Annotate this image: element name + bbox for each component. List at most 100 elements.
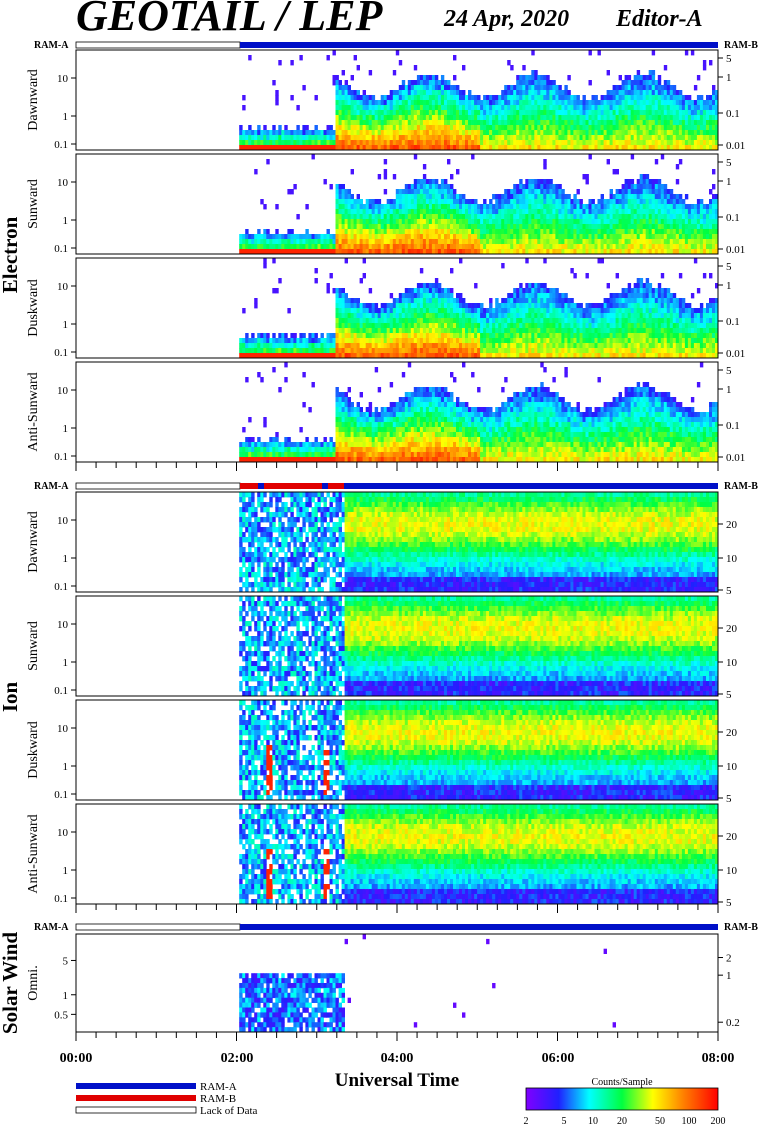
spectrogram-cell <box>492 125 496 131</box>
spectrogram-cell <box>480 135 484 141</box>
spectrogram-cell <box>299 338 303 344</box>
spectrogram-cell <box>528 338 532 344</box>
spectrogram-cell <box>374 135 379 141</box>
spectrogram-cell <box>552 184 556 190</box>
spectrogram-cell <box>410 318 415 324</box>
spectrogram-cell <box>519 283 523 289</box>
spectrogram-cell <box>335 318 339 324</box>
spectrogram-cell <box>341 90 345 96</box>
spectrogram-cell <box>368 244 373 250</box>
spectrogram-cell <box>305 244 309 250</box>
spectrogram-cell <box>410 125 415 131</box>
spectrogram-cell <box>338 189 342 195</box>
spectrogram-cell <box>531 184 535 190</box>
spectrogram-cell <box>519 115 523 121</box>
spectrogram-cell <box>645 125 650 131</box>
spectrogram-cell <box>666 214 671 220</box>
spectrogram-cell <box>531 90 535 96</box>
spectrogram-cell <box>431 209 436 215</box>
spectrogram-cell <box>356 209 360 215</box>
spectrogram-cell <box>678 199 683 205</box>
spectrogram-cell <box>308 239 312 245</box>
spectrogram-cell <box>564 338 568 344</box>
spectrogram-cell <box>389 214 394 220</box>
spectrogram-cell <box>492 229 496 235</box>
spectrogram-cell <box>422 313 427 319</box>
spectrogram-cell <box>519 338 523 344</box>
spectrogram-cell <box>537 130 541 136</box>
spectrogram-cell <box>648 179 653 185</box>
spectrogram-cell <box>447 90 451 96</box>
spectrogram-cell <box>540 85 544 91</box>
spectrogram-cell <box>663 85 668 91</box>
spectrogram-cell <box>444 244 448 250</box>
spectrogram-cell <box>603 303 607 309</box>
spectrogram-cell <box>510 338 514 344</box>
spectrogram-cell <box>489 298 493 304</box>
spectrogram-cell <box>507 323 511 329</box>
spectrogram-cell <box>639 179 644 185</box>
spectrogram-cell <box>666 219 671 225</box>
spectrogram-cell <box>471 348 475 354</box>
spectrogram-cell <box>549 115 553 121</box>
spectrogram-cell <box>380 234 385 240</box>
spectrogram-cell <box>567 140 571 146</box>
spectrogram-cell <box>618 105 622 111</box>
spectrogram-cell <box>639 219 644 225</box>
spectrogram-cell <box>456 85 460 91</box>
spectrogram-cell <box>636 100 641 106</box>
spectrogram-cell <box>290 60 294 66</box>
spectrogram-cell <box>555 209 559 215</box>
spectrogram-cell <box>531 145 535 151</box>
spectrogram-cell <box>287 135 291 141</box>
spectrogram-cell <box>630 249 635 255</box>
spectrogram-cell <box>585 234 589 240</box>
spectrogram-cell <box>709 234 713 240</box>
spectrogram-cell <box>709 244 713 250</box>
spectrogram-cell <box>528 204 532 210</box>
spectrogram-cell <box>437 214 442 220</box>
spectrogram-cell <box>501 353 505 359</box>
spectrogram-cell <box>419 219 424 225</box>
spectrogram-cell <box>410 219 415 225</box>
spectrogram-cell <box>709 135 713 141</box>
spectrogram-cell <box>453 120 457 126</box>
spectrogram-cell <box>687 249 692 255</box>
spectrogram-cell <box>579 100 583 106</box>
spectrogram-cell <box>471 249 475 255</box>
spectrogram-cell <box>624 189 628 195</box>
spectrogram-cell <box>715 209 719 215</box>
spectrogram-cell <box>654 140 659 146</box>
spectrogram-cell <box>422 343 427 349</box>
spectrogram-cell <box>413 154 418 160</box>
spectrogram-cell <box>344 189 348 195</box>
spectrogram-cell <box>447 298 451 304</box>
spectrogram-cell <box>552 318 556 324</box>
spectrogram-cell <box>468 308 472 314</box>
spectrogram-cell <box>642 105 647 111</box>
spectrogram-cell <box>362 145 366 151</box>
spectrogram-cell <box>615 199 619 205</box>
spectrogram-cell <box>311 234 315 240</box>
spectrogram-cell <box>615 169 619 175</box>
spectrogram-cell <box>492 204 496 210</box>
spectrogram-cell <box>561 333 565 339</box>
spectrogram-cell <box>534 95 538 101</box>
spectrogram-cell <box>471 100 475 106</box>
spectrogram-cell <box>504 125 508 131</box>
spectrogram-cell <box>666 80 671 86</box>
spectrogram-cell <box>693 140 698 146</box>
spectrogram-cell <box>585 348 589 354</box>
spectrogram-cell <box>492 194 496 200</box>
spectrogram-cell <box>510 343 514 349</box>
spectrogram-cell <box>374 145 379 151</box>
spectrogram-cell <box>630 244 635 250</box>
spectrogram-cell <box>474 343 478 349</box>
spectrogram-cell <box>275 90 279 96</box>
spectrogram-cell <box>546 120 550 126</box>
spectrogram-cell <box>588 338 592 344</box>
spectrogram-cell <box>654 80 659 86</box>
spectrogram-cell <box>498 348 502 354</box>
spectrogram-cell <box>344 234 348 240</box>
spectrogram-cell <box>359 204 363 210</box>
